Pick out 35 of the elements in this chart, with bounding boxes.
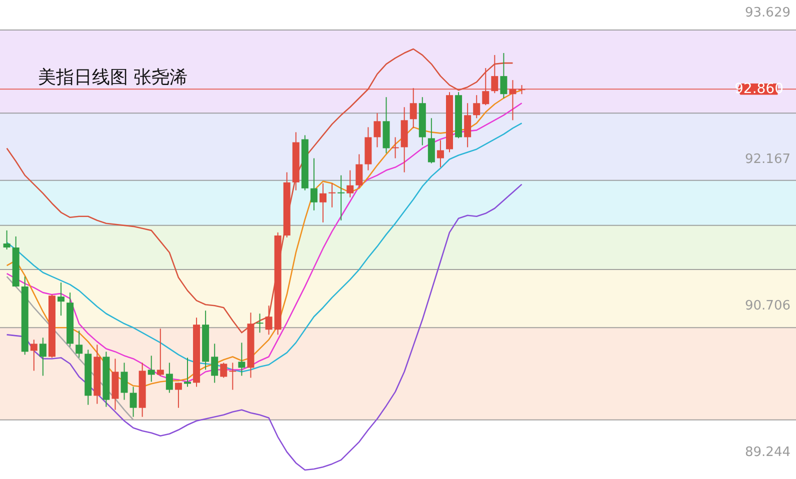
candlestick bbox=[166, 362, 173, 394]
candlestick bbox=[130, 386, 137, 418]
y-tick-label: 93.629 bbox=[745, 6, 790, 21]
candlestick bbox=[184, 357, 191, 388]
candlestick bbox=[229, 362, 236, 390]
candlestick bbox=[436, 140, 444, 168]
candlestick bbox=[356, 154, 363, 188]
candlestick bbox=[500, 52, 508, 99]
y-tick-label: 90.706 bbox=[745, 298, 790, 314]
y-tick-label: 92.167 bbox=[745, 152, 790, 168]
candlestick bbox=[3, 230, 10, 250]
candlestick bbox=[338, 174, 345, 221]
candlestick bbox=[120, 362, 128, 400]
candlestick bbox=[392, 136, 399, 159]
candlestick bbox=[174, 382, 182, 408]
candlestick bbox=[30, 339, 38, 372]
candlestick bbox=[220, 362, 228, 378]
candlestick bbox=[39, 337, 46, 376]
y-tick-label: 89.244 bbox=[745, 445, 790, 460]
candlestick bbox=[473, 94, 480, 119]
candlestick bbox=[238, 342, 246, 376]
candlestick bbox=[374, 112, 381, 148]
candlestick bbox=[148, 355, 155, 382]
candlestick bbox=[346, 170, 354, 198]
candlestick bbox=[76, 330, 83, 358]
candlestick bbox=[328, 182, 336, 208]
candlestick bbox=[464, 102, 472, 148]
candlestick bbox=[156, 328, 164, 376]
candlestick bbox=[320, 182, 327, 223]
candlestick bbox=[58, 282, 65, 316]
text: 美指日线图 张尧浠 bbox=[38, 67, 188, 88]
candlestick bbox=[211, 343, 218, 384]
line-series bbox=[6, 184, 522, 471]
candlestick bbox=[310, 158, 318, 211]
candlestick bbox=[256, 313, 264, 334]
